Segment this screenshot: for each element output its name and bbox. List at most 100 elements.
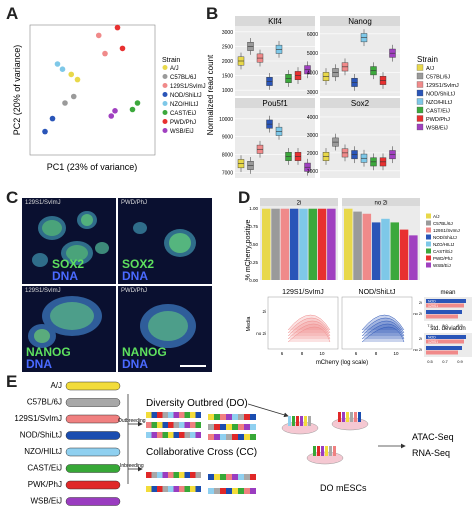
scatter-point <box>59 66 66 72</box>
panel-d: % mCherry positive 2i no 2i 0.00 0.25 0.50 0.… <box>245 198 472 366</box>
marker-label: NANOG <box>122 345 167 359</box>
mini-bar-label: NOD <box>428 300 436 304</box>
chromosome-segment <box>358 412 361 422</box>
scatter-point <box>42 128 48 135</box>
panel-b-legend-title: Strain <box>417 55 438 64</box>
chromosome-segment <box>179 412 185 418</box>
chromosome-segment <box>179 422 185 428</box>
recombinant-chromosomes <box>146 412 256 494</box>
facet-title: 2i <box>297 201 302 207</box>
legend-label: PWD/PhJ <box>433 256 453 261</box>
panel-b-legend: A/J C57BL/6J 129S1/SvImJ NOD/ShiLtJ NZO/HILt… <box>416 64 459 132</box>
chromosome-segment <box>190 486 196 492</box>
panel-d-ylabel: % mCherry positive <box>245 220 252 281</box>
legend-swatch <box>416 106 424 114</box>
tick-label: 8000 <box>222 153 233 159</box>
micrograph-pwd-nanog: PWD/PhJ NANOG DNA <box>118 286 212 372</box>
cc-title: Collaborative Cross (CC) <box>146 447 257 458</box>
tick-label: 4000 <box>307 71 318 77</box>
mesc-label: DO mESCs <box>320 483 367 493</box>
facet-strip <box>235 98 315 108</box>
scatter-point <box>129 106 136 113</box>
chromosome-segment <box>173 412 179 418</box>
panel-a-ylabel: PC2 (20% of variance) <box>12 45 22 136</box>
chromosome-segment <box>162 472 168 478</box>
chromosome-segment <box>338 412 341 422</box>
strain-label: PWD/PhJ <box>121 200 148 206</box>
assay-rna: RNA-Seq <box>412 448 450 458</box>
facet-strip <box>235 16 315 26</box>
strain-label: 129S1/SvImJ <box>25 200 61 206</box>
panel-a-xlabel: PC1 (23% of variance) <box>47 162 138 172</box>
chromosome-segment <box>214 474 220 480</box>
panel-a-points <box>42 24 141 135</box>
tick-label: 10 <box>319 351 325 356</box>
mini-bar <box>426 299 466 303</box>
mini-bar <box>426 310 462 314</box>
chromosome-segment <box>220 474 226 480</box>
legend-label: NOD/ShiLtJ <box>170 93 202 99</box>
mini-bar <box>426 314 458 319</box>
panel-letter-d: D <box>238 188 251 207</box>
chromosome-segment <box>238 414 244 420</box>
strain-label: PWK/PhJ <box>28 480 62 489</box>
chromosome-segment <box>157 486 163 492</box>
panel-letter-e: E <box>6 372 18 391</box>
legend-swatch <box>426 248 431 254</box>
chromosome-segment <box>321 446 324 456</box>
scatter-point <box>108 113 115 119</box>
chromosome-bar <box>65 447 121 457</box>
chromosome-segment <box>308 416 311 426</box>
chromosome-segment <box>214 434 220 440</box>
chromosome-segment <box>195 486 201 492</box>
bar <box>327 208 336 280</box>
bar <box>353 211 362 280</box>
chromosome-segment <box>342 412 345 422</box>
tick-label: 1000 <box>307 169 318 175</box>
chromosome-segment <box>220 414 226 420</box>
chromosome-segment <box>157 422 163 428</box>
chromosome-segment <box>190 432 196 438</box>
bar <box>381 218 390 280</box>
mini-bar <box>426 346 462 350</box>
chromosome-segment <box>325 446 328 456</box>
chromosome-segment <box>157 412 163 418</box>
chromosome-segment <box>250 474 256 480</box>
chromosome-segment <box>346 412 349 422</box>
chromosome-segment <box>195 422 201 428</box>
scatter-point <box>54 61 61 67</box>
chromosome-segment <box>173 432 179 438</box>
tick-label: 0.00 <box>249 278 258 283</box>
chromosome-segment <box>184 432 190 438</box>
inbreeding-label: Inbreeding <box>120 463 144 469</box>
scatter-point <box>102 50 108 57</box>
scatter-point <box>95 32 102 39</box>
chromosome-segment <box>220 488 226 494</box>
bar <box>390 222 399 280</box>
facet-title: Pou5f1 <box>262 99 288 108</box>
chromosome-segment <box>151 432 157 438</box>
chromosome-segment <box>354 412 357 422</box>
chromosome-segment <box>179 472 185 478</box>
scatter-point <box>119 45 126 52</box>
bar <box>308 208 317 280</box>
legend-label: NZO/HILtJ <box>426 100 452 106</box>
legend-swatch <box>416 98 424 105</box>
chromosome-segment <box>208 474 214 480</box>
strain-label: WSB/EiJ <box>30 497 62 506</box>
tick-label: 9000 <box>222 135 233 141</box>
tick-label: 3000 <box>222 30 233 36</box>
legend-label: WSB/EiJ <box>170 129 194 135</box>
tick-label: 3000 <box>307 133 318 139</box>
dna-label: DNA <box>122 269 148 283</box>
tick-label: 2000 <box>307 151 318 157</box>
scatter-point <box>74 76 81 83</box>
strain-label: 129S1/SvImJ <box>14 414 62 423</box>
mini-bar <box>426 335 466 339</box>
legend-label: WSB/EiJ <box>426 126 448 132</box>
legend-swatch <box>162 110 168 115</box>
legend-swatch <box>162 83 168 88</box>
legend-label: NOD/ShiLtJ <box>426 92 455 98</box>
density-curve <box>361 326 405 343</box>
density-curve <box>287 317 331 334</box>
